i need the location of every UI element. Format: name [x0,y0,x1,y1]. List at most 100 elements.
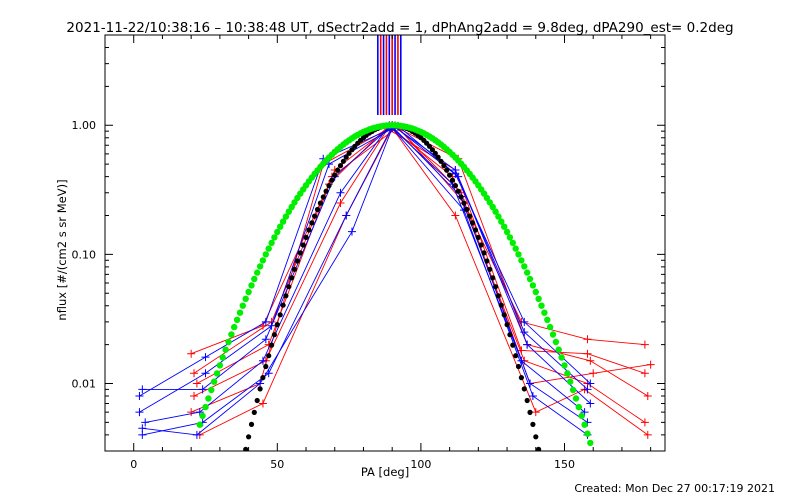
black-fit-point [294,258,300,264]
green-fit-point [575,403,582,411]
black-fit-point [343,154,349,160]
x-tick-label: 100 [410,458,431,471]
green-fit-point [216,362,224,369]
green-fit-point [259,257,267,264]
green-fit-point [277,223,284,230]
green-fit-point [578,412,585,420]
green-fit-point [524,269,531,276]
data-point-marker [198,385,207,394]
green-fit-point [288,203,295,211]
x-tick-label: 150 [554,458,575,471]
green-fit-point [555,346,562,353]
data-point-marker [190,392,199,400]
chart-title: 2021-11-22/10:38:16 – 10:38:48 UT, dSect… [66,20,733,36]
black-fit-point [283,293,289,299]
black-fit-point [329,177,335,183]
data-point-marker [192,379,201,388]
data-point-marker [336,198,345,207]
data-point-marker [261,317,270,326]
green-fit-point [225,338,232,346]
green-fit-point [569,386,577,394]
data-point-marker [589,369,598,378]
blue-series-line [145,124,585,423]
green-fit-point [498,218,505,225]
red-series-line [199,127,649,436]
data-point-marker [528,392,537,400]
blue-series-line-group [138,122,592,439]
black-fit-point [484,258,490,264]
green-fit-point [228,331,235,338]
green-fit-point [526,275,534,283]
series-layer [135,35,655,451]
data-point-marker [336,188,345,197]
green-fit-point [210,378,218,385]
data-point-marker [342,211,351,220]
black-fit-point [251,409,257,415]
black-fit-point [441,163,447,169]
data-point-marker [586,356,595,365]
green-fit-point [572,395,580,402]
black-fit-point [246,434,252,440]
data-point-marker [640,369,649,378]
black-fit-point [303,234,309,240]
black-fit-point [271,332,277,338]
green-fit-point [202,403,209,411]
green-fit-point [199,412,206,420]
black-fit-point [277,312,283,318]
green-fit-point [506,234,514,241]
black-fit-point [478,242,484,248]
black-fit-point [458,194,464,200]
black-fit-point [487,266,493,272]
black-fit-point [248,421,255,427]
data-point-marker [135,392,144,400]
y-tick-label: 0.10 [72,248,97,261]
green-fit-point [254,269,261,276]
green-fit-point [529,282,537,289]
black-fit-point [297,250,303,256]
green-fit-point [584,430,591,437]
black-fit-point [314,206,321,213]
green-fit-point [558,354,565,361]
green-fit-point [544,316,551,323]
green-fit-point [231,323,238,331]
black-fit-point [507,332,513,338]
green-fit-point [549,331,557,338]
black-fit-point [337,163,344,169]
black-fit-point [300,242,306,248]
black-fit-point [312,213,318,219]
black-fit-point [254,397,260,404]
green-fit-point [518,257,525,264]
green-fit-point [239,302,246,309]
black-fit-point [449,177,456,183]
blue-series-line [139,126,591,413]
black-fit-point [332,172,338,178]
black-fit-point [260,375,266,381]
red-series-line-group [187,121,655,417]
green-fit-point [242,295,249,302]
black-fit-point [467,213,473,219]
green-fit-point [515,251,522,258]
green-fit-point [282,213,290,220]
green-fit-point [233,316,241,323]
black-fit-point [490,275,496,281]
green-fit-point [222,346,229,353]
green-fit-point [196,421,203,428]
data-point-marker [258,356,267,365]
green-fit-point [567,378,574,385]
data-point-marker [451,211,460,220]
black-fit-point [513,353,519,359]
data-point-marker [192,430,201,439]
black-fit-point [323,188,329,194]
data-point-marker [586,399,595,408]
black-fit-point [530,421,536,427]
data-point-marker [256,379,265,388]
green-fit-point [492,208,499,215]
data-point-marker [451,169,460,178]
green-fit-point [208,386,215,394]
black-fit-point [495,293,501,299]
data-point-marker [187,408,196,417]
x-axis-label: PA [deg] [361,465,409,479]
black-fit-point [461,200,467,206]
black-fit-point [266,353,272,359]
green-fit-point [541,309,548,316]
